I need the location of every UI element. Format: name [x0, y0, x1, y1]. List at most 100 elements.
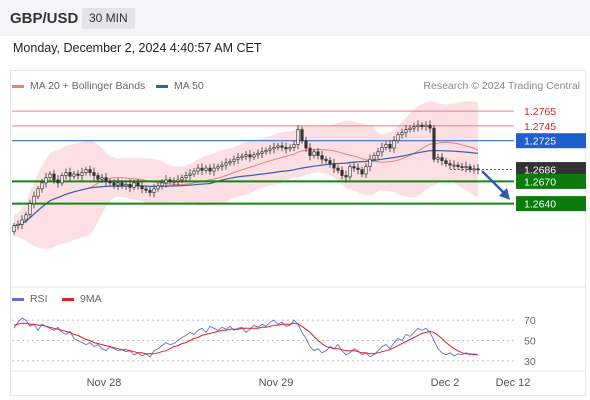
- candle-body: [404, 129, 408, 133]
- candle-body: [296, 129, 300, 145]
- candle-body: [68, 172, 72, 177]
- candle-body: [252, 154, 256, 158]
- candle-body: [180, 177, 184, 181]
- candle-body: [188, 173, 192, 176]
- candle-body: [288, 147, 292, 150]
- candle-body: [76, 173, 80, 176]
- candle-body: [472, 168, 476, 171]
- candle-body: [212, 167, 216, 172]
- candle-body: [88, 169, 92, 173]
- candle-body: [328, 160, 332, 164]
- candle-body: [260, 151, 264, 154]
- x-tick-label: Dec 2: [431, 377, 460, 389]
- candle-body: [32, 195, 36, 204]
- candle-body: [116, 182, 120, 186]
- candle-body: [92, 172, 96, 176]
- candle-body: [352, 166, 356, 169]
- candle-body: [464, 166, 468, 168]
- candle-body: [228, 161, 232, 164]
- candle-body: [152, 188, 156, 193]
- current-price-label: 1.2686: [524, 165, 556, 177]
- candle-body: [112, 182, 116, 186]
- candle-body: [396, 134, 400, 142]
- candle-body: [132, 182, 136, 188]
- legend-rsi-label: RSI: [30, 293, 48, 305]
- legend-ma20-swatch: [12, 84, 24, 88]
- candle-body: [468, 166, 472, 170]
- candle-body: [44, 177, 48, 184]
- candle-body: [280, 145, 284, 148]
- candle-body: [412, 126, 416, 129]
- candle-body: [200, 167, 204, 171]
- candle-body: [192, 170, 196, 175]
- candle-body: [232, 158, 236, 162]
- legend-ma20: MA 20 + Bollinger Bands: [12, 80, 145, 92]
- candle-body: [84, 169, 88, 173]
- candle-body: [20, 219, 24, 225]
- candle-body: [108, 181, 112, 184]
- candle-body: [204, 167, 208, 171]
- candle-body: [104, 177, 108, 182]
- candle-body: [368, 158, 372, 167]
- candle-body: [184, 175, 188, 179]
- candle-body: [136, 182, 140, 187]
- candle-body: [416, 124, 420, 127]
- candle-body: [176, 179, 180, 182]
- candle-body: [196, 167, 200, 172]
- candle-body: [164, 179, 168, 184]
- candle-body: [168, 179, 172, 182]
- candle-body: [80, 172, 84, 176]
- candle-body: [216, 166, 220, 169]
- candle-body: [64, 172, 68, 176]
- candle-body: [388, 144, 392, 149]
- candle-body: [276, 145, 280, 148]
- candle-body: [156, 185, 160, 190]
- credit-text: Research © 2024 Trading Central: [423, 80, 580, 92]
- candle-body: [452, 164, 456, 167]
- candle-body: [12, 225, 16, 233]
- candle-body: [128, 184, 132, 188]
- legend-ma20-label: MA 20 + Bollinger Bands: [30, 80, 146, 92]
- candle-body: [440, 157, 444, 162]
- level-tag: [516, 196, 586, 212]
- forecast-arrow: [481, 170, 507, 196]
- rsi-tick-label: 50: [524, 336, 536, 348]
- candle-body: [380, 147, 384, 153]
- candle-body: [56, 179, 60, 184]
- candle-body: [436, 157, 440, 160]
- ma50-line: [13, 150, 479, 227]
- candle-body: [320, 155, 324, 160]
- candle-body: [384, 144, 388, 148]
- level-tag: [516, 173, 586, 189]
- level-label: 1.2670: [524, 176, 556, 188]
- timestamp: Monday, December 2, 2024 4:40:57 AM CET: [13, 41, 262, 55]
- candle-body: [124, 184, 128, 187]
- candle-body: [220, 164, 224, 167]
- ma20-line: [13, 141, 479, 227]
- level-label: 1.2640: [524, 199, 556, 211]
- candle-body: [284, 147, 288, 150]
- candle-body: [376, 151, 380, 156]
- forecast-arrow-head: [499, 187, 510, 200]
- candle-body: [300, 129, 304, 142]
- candle-body: [28, 203, 32, 216]
- candle-body: [360, 169, 364, 175]
- candle-body: [24, 214, 28, 221]
- candle-body: [60, 175, 64, 184]
- candle-body: [52, 173, 56, 181]
- candle-body: [456, 164, 460, 167]
- candle-body: [100, 177, 104, 180]
- x-tick-label: Nov 29: [259, 377, 294, 389]
- rsi-tick-label: 70: [524, 315, 536, 327]
- candle-body: [312, 151, 316, 156]
- timeframe-button[interactable]: 30 MIN: [82, 8, 135, 29]
- candle-body: [148, 189, 152, 193]
- candle-body: [144, 188, 148, 191]
- legend-ma50-label: MA 50: [174, 80, 204, 92]
- candle-body: [392, 140, 396, 149]
- candle-body: [460, 166, 464, 168]
- candle-body: [332, 163, 336, 169]
- legend-ma50-swatch: [156, 84, 168, 88]
- candle-body: [304, 140, 308, 149]
